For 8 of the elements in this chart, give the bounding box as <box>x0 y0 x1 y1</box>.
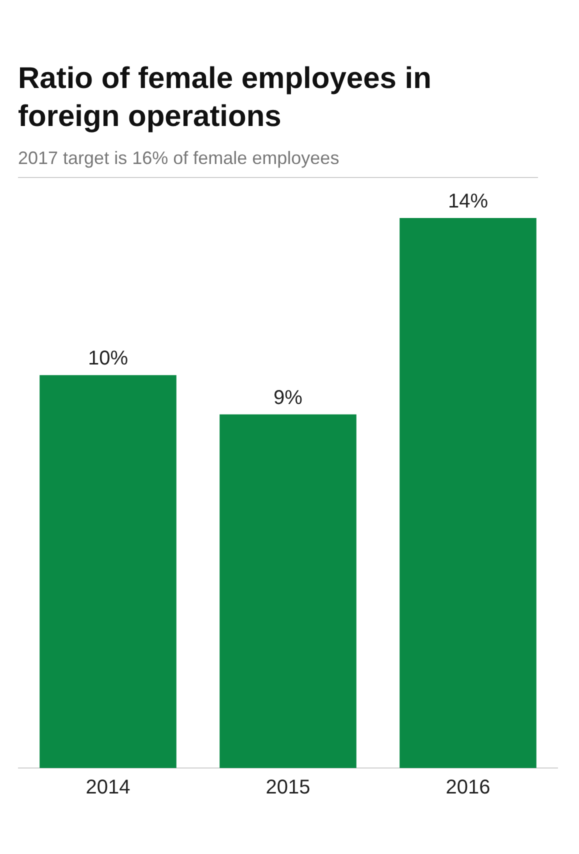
x-tick-label: 2015 <box>266 776 310 799</box>
chart-title: Ratio of female employees in foreign operations <box>18 61 432 135</box>
data-label: 10% <box>88 348 128 370</box>
chart-subtitle: 2017 target is 16% of female employees <box>18 148 538 178</box>
x-tick-label: 2016 <box>446 776 490 799</box>
x-tick-label: 2014 <box>86 776 130 799</box>
data-label: 14% <box>448 190 488 213</box>
data-label: 9% <box>274 386 303 409</box>
